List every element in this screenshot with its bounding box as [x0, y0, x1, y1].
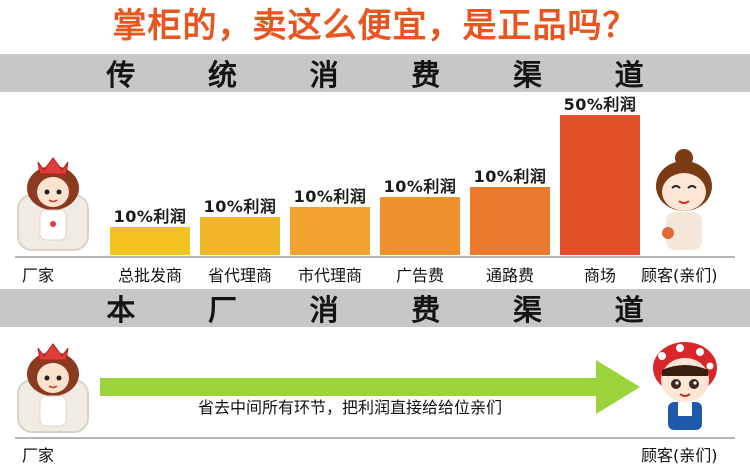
bar-category-0: 总批发商: [117, 266, 182, 285]
title-char: 消: [309, 58, 339, 92]
title-char: 渠: [512, 58, 542, 92]
customer-label-top: 顾客(亲们): [641, 266, 718, 285]
title-char: 统: [207, 58, 237, 92]
bar-data-label-3: 10%利润: [383, 177, 457, 196]
factory-label-bottom: 厂家: [22, 446, 55, 465]
title-char: 费: [411, 58, 441, 92]
bar-category-5: 商场: [583, 266, 616, 285]
bar-category-2: 市代理商: [297, 266, 362, 285]
title-char: 传: [106, 58, 136, 92]
headline: 掌柜的，卖这么便宜，是正品吗？: [112, 6, 638, 46]
chart-baseline: [15, 256, 735, 258]
title-char: 本: [106, 293, 136, 327]
bar-3: [380, 197, 460, 255]
bottom-baseline: [15, 437, 735, 439]
bar-1: [200, 217, 280, 255]
title-char: 道: [614, 58, 644, 92]
customer-illustration: [656, 149, 712, 250]
customer-illustration-bottom: [653, 342, 717, 430]
bar-4: [470, 187, 550, 255]
bar-data-label-0: 10%利润: [113, 207, 187, 226]
direct-channel-title: 本 厂 消 费 渠 道: [0, 289, 750, 327]
bar-category-1: 省代理商: [207, 266, 272, 285]
factory-owner-illustration: [17, 157, 89, 251]
bar-category-3: 广告费: [395, 266, 444, 285]
arrow-shaft: [100, 378, 600, 396]
title-char: 道: [614, 293, 644, 327]
factory-owner-illustration-bottom: [17, 343, 89, 433]
bar-2: [290, 207, 370, 255]
bar-0: [110, 227, 190, 255]
direct-arrow: [100, 360, 640, 414]
bar-category-4: 通路费: [485, 266, 534, 285]
bar-5: [560, 115, 640, 255]
title-char: 消: [309, 293, 339, 327]
bar-data-label-5: 50%利润: [563, 95, 637, 114]
arrow-head: [596, 360, 640, 414]
factory-label-top: 厂家: [22, 266, 55, 285]
bar-data-label-2: 10%利润: [293, 187, 367, 206]
traditional-channel-title: 传 统 消 费 渠 道: [0, 54, 750, 92]
title-char: 费: [411, 293, 441, 327]
customer-label-bottom: 顾客(亲们): [641, 446, 718, 465]
title-char: 渠: [512, 293, 542, 327]
title-char: 厂: [207, 293, 237, 327]
bar-data-label-1: 10%利润: [203, 197, 277, 216]
arrow-message: 省去中间所有环节，把利润直接给给位亲们: [197, 398, 502, 417]
bar-data-label-4: 10%利润: [473, 167, 547, 186]
